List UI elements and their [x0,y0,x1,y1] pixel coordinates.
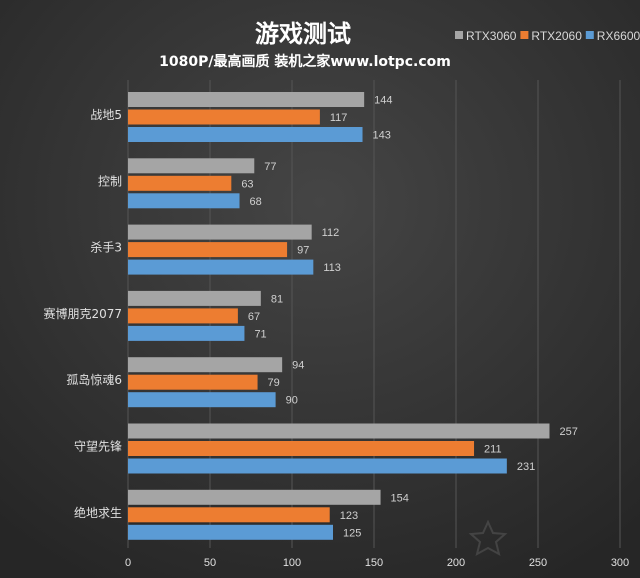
data-label: 94 [292,360,304,372]
category-label: 守望先锋 [74,440,122,454]
data-label: 79 [268,377,280,389]
category-label: 绝地求生 [74,505,122,520]
bar-rtx3060 [128,290,261,306]
chart-subtitle: 1080P/最高画质 装机之家www.lotpc.com [159,53,451,70]
data-label: 67 [248,311,260,323]
data-label: 257 [559,426,577,438]
category-label: 孤岛惊魂6 [66,372,122,387]
x-axis: 0 50 100 150 200 250 300 [125,557,629,569]
data-label: 231 [517,461,535,473]
data-label: 144 [374,95,392,107]
data-label: 154 [391,492,409,504]
bar-rtx2060 [128,441,475,456]
data-label: 117 [330,112,348,124]
bar-rx6600 [128,325,245,341]
bar-rtx3060 [128,357,283,373]
bar-rx6600 [128,458,507,474]
bar-rtx2060 [128,507,330,523]
star-icon [468,519,508,556]
bar-rtx2060 [128,374,258,390]
data-label: 143 [373,130,391,142]
x-tick-label: 200 [447,557,465,569]
bar-rx6600 [128,524,333,540]
data-label: 123 [340,510,358,522]
category-label: 赛博朋克2077 [43,306,122,321]
bar-rtx3060 [128,92,365,107]
data-label: 125 [343,527,361,539]
data-label: 90 [286,395,298,407]
legend-swatch [585,31,594,39]
data-label: 71 [254,328,266,340]
bar-rtx3060 [128,489,381,505]
category-label: 战地5 [90,108,122,122]
data-label: 77 [264,161,276,173]
bar-rx6600 [128,259,314,275]
bar-rtx3060 [128,423,550,439]
legend-swatch [455,31,463,39]
x-tick-label: 0 [125,557,131,569]
legend-label: RTX2060 [531,29,582,43]
data-label: 68 [250,196,262,208]
bar-rx6600 [128,193,240,209]
bar-rtx2060 [128,242,288,258]
legend-label: RX6600 [597,29,640,43]
x-tick-label: 150 [365,557,383,569]
data-label: 81 [271,293,283,305]
legend: RTX3060 RTX2060 RX6600 [455,29,640,43]
category-label: 杀手3 [90,240,122,255]
bar-rtx2060 [128,109,320,125]
chart-title: 游戏测试 [255,20,351,48]
data-label: 211 [484,444,502,456]
legend-swatch [520,31,529,39]
bar-rtx3060 [128,224,312,240]
data-label: 112 [322,227,340,239]
x-tick-label: 100 [283,557,301,569]
category-label: 控制 [98,174,122,188]
watermark-logo [468,519,508,556]
x-tick-label: 250 [529,557,547,569]
bar-rtx2060 [128,175,232,191]
bar-rtx2060 [128,308,238,324]
bars: 战地5 144 117 143 控制 77 63 68 杀手3 112 97 113 赛博朋克2077 8… [43,92,578,540]
legend-label: RTX3060 [466,29,517,43]
x-tick-label: 300 [611,557,629,569]
bar-rx6600 [128,127,363,142]
data-label: 97 [297,245,309,257]
x-tick-label: 50 [204,557,216,569]
bar-rtx3060 [128,158,255,174]
data-label: 113 [323,262,341,274]
bar-rx6600 [128,392,276,408]
data-label: 63 [241,178,253,190]
